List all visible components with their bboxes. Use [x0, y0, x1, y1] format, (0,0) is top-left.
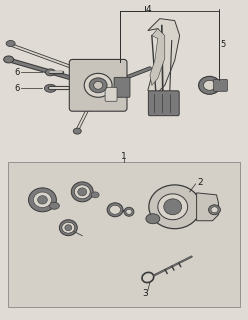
Ellipse shape	[38, 196, 47, 204]
Ellipse shape	[164, 199, 182, 215]
Ellipse shape	[44, 84, 56, 92]
Ellipse shape	[65, 225, 72, 231]
FancyBboxPatch shape	[114, 77, 130, 97]
Ellipse shape	[126, 209, 132, 214]
Text: 4: 4	[146, 5, 152, 14]
Ellipse shape	[110, 205, 121, 214]
Ellipse shape	[84, 73, 112, 97]
Ellipse shape	[73, 128, 81, 134]
Ellipse shape	[149, 185, 201, 229]
Ellipse shape	[6, 41, 15, 46]
Ellipse shape	[209, 205, 220, 215]
FancyBboxPatch shape	[105, 87, 117, 101]
Ellipse shape	[33, 192, 52, 208]
Text: 5: 5	[220, 40, 226, 49]
Text: 6: 6	[14, 84, 19, 93]
Text: 1: 1	[121, 151, 127, 161]
Ellipse shape	[62, 222, 75, 233]
Ellipse shape	[71, 182, 93, 202]
FancyBboxPatch shape	[214, 79, 227, 91]
Ellipse shape	[29, 188, 56, 212]
Ellipse shape	[204, 80, 216, 90]
Ellipse shape	[91, 192, 99, 198]
Polygon shape	[148, 19, 180, 95]
Bar	[8, 162, 240, 307]
Ellipse shape	[78, 188, 87, 196]
Ellipse shape	[74, 185, 90, 199]
Text: 3: 3	[142, 289, 148, 298]
Ellipse shape	[199, 76, 220, 94]
Ellipse shape	[94, 81, 103, 89]
Polygon shape	[197, 193, 218, 221]
Polygon shape	[150, 28, 165, 85]
Ellipse shape	[107, 203, 123, 217]
Text: 6: 6	[14, 68, 19, 77]
Ellipse shape	[49, 202, 59, 209]
Ellipse shape	[158, 194, 188, 220]
Text: 2: 2	[198, 179, 203, 188]
FancyBboxPatch shape	[69, 60, 127, 111]
Ellipse shape	[146, 214, 160, 224]
Ellipse shape	[124, 207, 134, 216]
Ellipse shape	[45, 69, 55, 76]
Ellipse shape	[211, 207, 218, 213]
FancyBboxPatch shape	[148, 91, 179, 116]
Ellipse shape	[89, 78, 107, 93]
Ellipse shape	[59, 220, 77, 236]
Ellipse shape	[4, 56, 14, 63]
